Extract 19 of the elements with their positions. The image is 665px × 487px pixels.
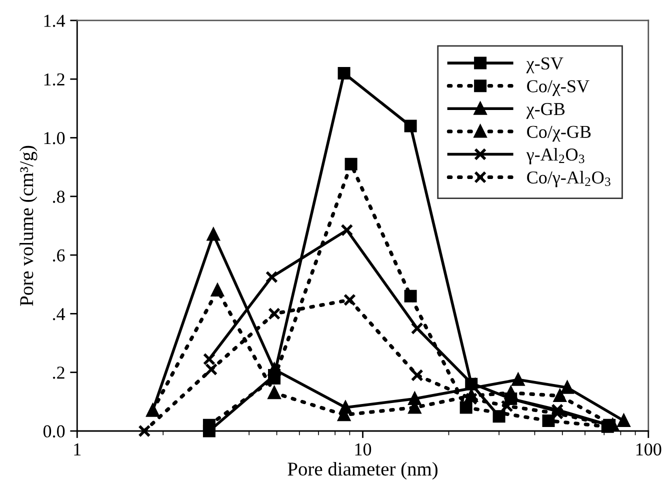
y-tick-label: .6 — [52, 249, 65, 262]
legend-label: Co/χ-SV — [527, 80, 590, 96]
y-tick-label: 1.4 — [44, 14, 66, 27]
legend-label: γ-Al$_{2}$O$_{3}$ — [526, 148, 584, 164]
legend-label: χ-GB — [526, 103, 565, 119]
legend-label: Co/γ-Al$_{2}$O$_{3}$ — [527, 170, 610, 188]
y-tick-label: .2 — [52, 366, 64, 379]
x-tick-label: 100 — [636, 443, 662, 456]
x-axis-title: Pore diameter (nm) — [288, 462, 438, 480]
y-tick-label: .4 — [52, 308, 66, 320]
y-axis-title: Pore volume (cm³/g) — [20, 146, 38, 306]
legend-label: Co/χ-GB — [527, 126, 591, 142]
y-tick-label: 1.0 — [44, 132, 65, 144]
x-tick-label: 1 — [74, 443, 81, 456]
x-tick-label: 10 — [355, 443, 372, 456]
y-tick-label: 0.0 — [43, 425, 65, 438]
legend-label: χ-SV — [526, 57, 564, 74]
y-tick-label: 1.2 — [44, 73, 64, 86]
y-tick-label: .8 — [52, 190, 65, 203]
